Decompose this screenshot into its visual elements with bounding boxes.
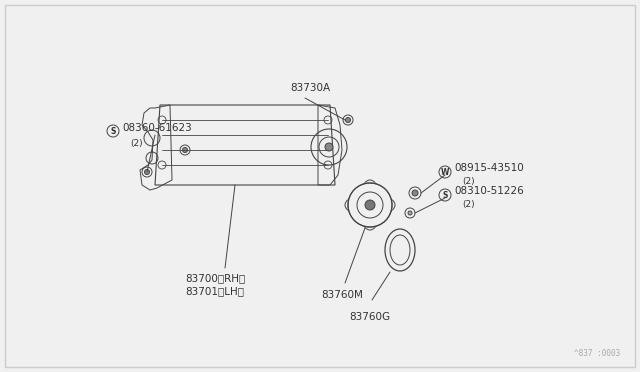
Text: (2): (2) [130,138,143,148]
Text: 83700〈RH〉: 83700〈RH〉 [185,273,245,283]
Text: S: S [442,190,448,199]
Text: ^837 :0003: ^837 :0003 [573,349,620,358]
Text: W: W [441,167,449,176]
Text: 08915-43510: 08915-43510 [454,163,524,173]
Circle shape [182,148,188,153]
Text: (2): (2) [462,199,475,208]
Text: 83760G: 83760G [349,312,390,322]
Circle shape [365,200,375,210]
Text: 83730A: 83730A [290,83,330,93]
Circle shape [408,211,412,215]
Text: 08310-51226: 08310-51226 [454,186,524,196]
Circle shape [145,170,150,174]
Circle shape [348,183,392,227]
Circle shape [412,190,418,196]
Text: (2): (2) [462,176,475,186]
Text: S: S [110,126,116,135]
Text: 08360-61623: 08360-61623 [122,123,192,133]
Circle shape [325,143,333,151]
Text: 83760M: 83760M [321,290,363,300]
Circle shape [346,118,351,122]
Text: 83701〈LH〉: 83701〈LH〉 [186,286,244,296]
